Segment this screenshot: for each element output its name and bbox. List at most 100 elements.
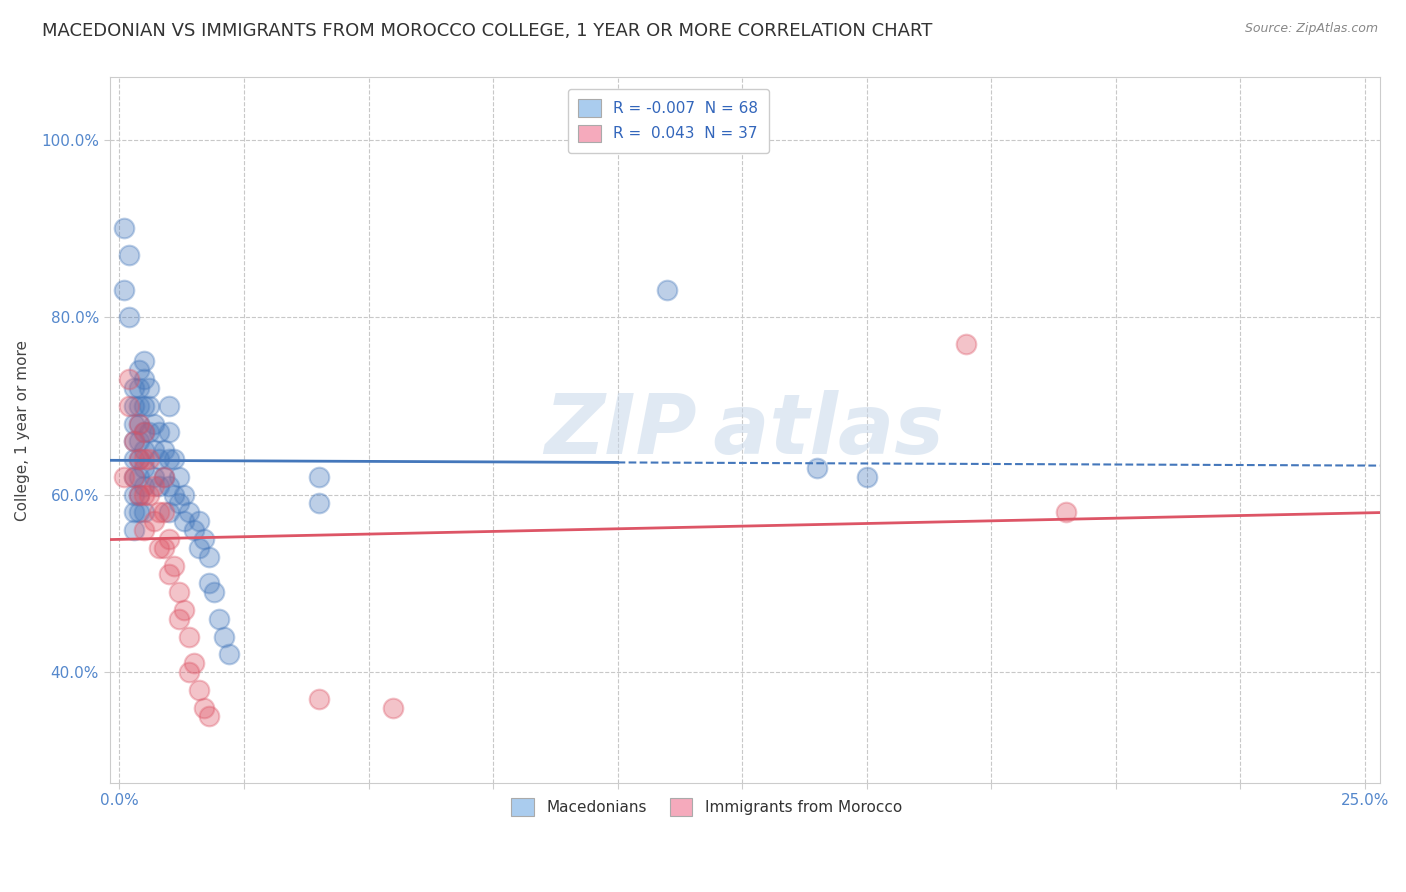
Point: [124, 523, 146, 537]
Point: [148, 452, 170, 467]
Point: [114, 284, 136, 298]
Point: [193, 532, 215, 546]
Point: [124, 487, 146, 501]
Point: [124, 470, 146, 484]
Y-axis label: College, 1 year or more: College, 1 year or more: [15, 340, 30, 521]
Point: [134, 354, 156, 368]
Point: [198, 549, 221, 564]
Text: MACEDONIAN VS IMMIGRANTS FROM MOROCCO COLLEGE, 1 YEAR OR MORE CORRELATION CHART: MACEDONIAN VS IMMIGRANTS FROM MOROCCO CO…: [42, 22, 932, 40]
Point: [173, 603, 195, 617]
Point: [138, 399, 160, 413]
Point: [148, 505, 170, 519]
Point: [202, 585, 225, 599]
Point: [128, 505, 150, 519]
Point: [163, 487, 186, 501]
Point: [128, 434, 150, 449]
Point: [208, 612, 231, 626]
Point: [173, 514, 195, 528]
Point: [167, 470, 190, 484]
Point: [134, 523, 156, 537]
Point: [114, 221, 136, 235]
Point: [148, 425, 170, 440]
Point: [128, 417, 150, 431]
Point: [148, 479, 170, 493]
Point: [179, 505, 201, 519]
Point: [128, 470, 150, 484]
Point: [118, 372, 141, 386]
Point: [124, 417, 146, 431]
Point: [118, 399, 141, 413]
Point: [198, 576, 221, 591]
Point: [138, 425, 160, 440]
Point: [124, 434, 146, 449]
Point: [855, 470, 877, 484]
Point: [128, 381, 150, 395]
Point: [134, 443, 156, 458]
Point: [179, 665, 201, 679]
Point: [308, 691, 330, 706]
Point: [128, 487, 150, 501]
Point: [124, 381, 146, 395]
Point: [128, 452, 150, 467]
Point: [138, 487, 160, 501]
Point: [806, 461, 828, 475]
Point: [153, 541, 176, 555]
Text: Source: ZipAtlas.com: Source: ZipAtlas.com: [1244, 22, 1378, 36]
Point: [153, 505, 176, 519]
Point: [157, 567, 180, 582]
Point: [188, 682, 211, 697]
Point: [1054, 505, 1077, 519]
Point: [157, 399, 180, 413]
Point: [134, 372, 156, 386]
Point: [308, 470, 330, 484]
Point: [167, 612, 190, 626]
Point: [134, 425, 156, 440]
Point: [308, 496, 330, 510]
Point: [157, 505, 180, 519]
Point: [124, 452, 146, 467]
Point: [179, 630, 201, 644]
Point: [124, 434, 146, 449]
Point: [128, 487, 150, 501]
Point: [153, 470, 176, 484]
Point: [148, 541, 170, 555]
Point: [128, 452, 150, 467]
Point: [153, 470, 176, 484]
Point: [134, 452, 156, 467]
Point: [657, 284, 679, 298]
Point: [128, 417, 150, 431]
Point: [163, 452, 186, 467]
Point: [143, 417, 166, 431]
Point: [188, 514, 211, 528]
Point: [134, 505, 156, 519]
Point: [157, 425, 180, 440]
Text: ZIP atlas: ZIP atlas: [544, 390, 945, 471]
Point: [218, 648, 240, 662]
Point: [114, 470, 136, 484]
Point: [128, 363, 150, 377]
Point: [183, 657, 205, 671]
Point: [143, 470, 166, 484]
Point: [143, 514, 166, 528]
Legend: Macedonians, Immigrants from Morocco: Macedonians, Immigrants from Morocco: [502, 789, 911, 825]
Point: [167, 496, 190, 510]
Point: [183, 523, 205, 537]
Point: [134, 487, 156, 501]
Point: [118, 310, 141, 324]
Point: [143, 443, 166, 458]
Point: [134, 399, 156, 413]
Point: [955, 336, 977, 351]
Point: [128, 399, 150, 413]
Point: [138, 452, 160, 467]
Point: [382, 700, 405, 714]
Point: [157, 452, 180, 467]
Point: [157, 532, 180, 546]
Point: [173, 487, 195, 501]
Point: [163, 558, 186, 573]
Point: [143, 479, 166, 493]
Point: [193, 700, 215, 714]
Point: [134, 425, 156, 440]
Point: [188, 541, 211, 555]
Point: [124, 505, 146, 519]
Point: [134, 479, 156, 493]
